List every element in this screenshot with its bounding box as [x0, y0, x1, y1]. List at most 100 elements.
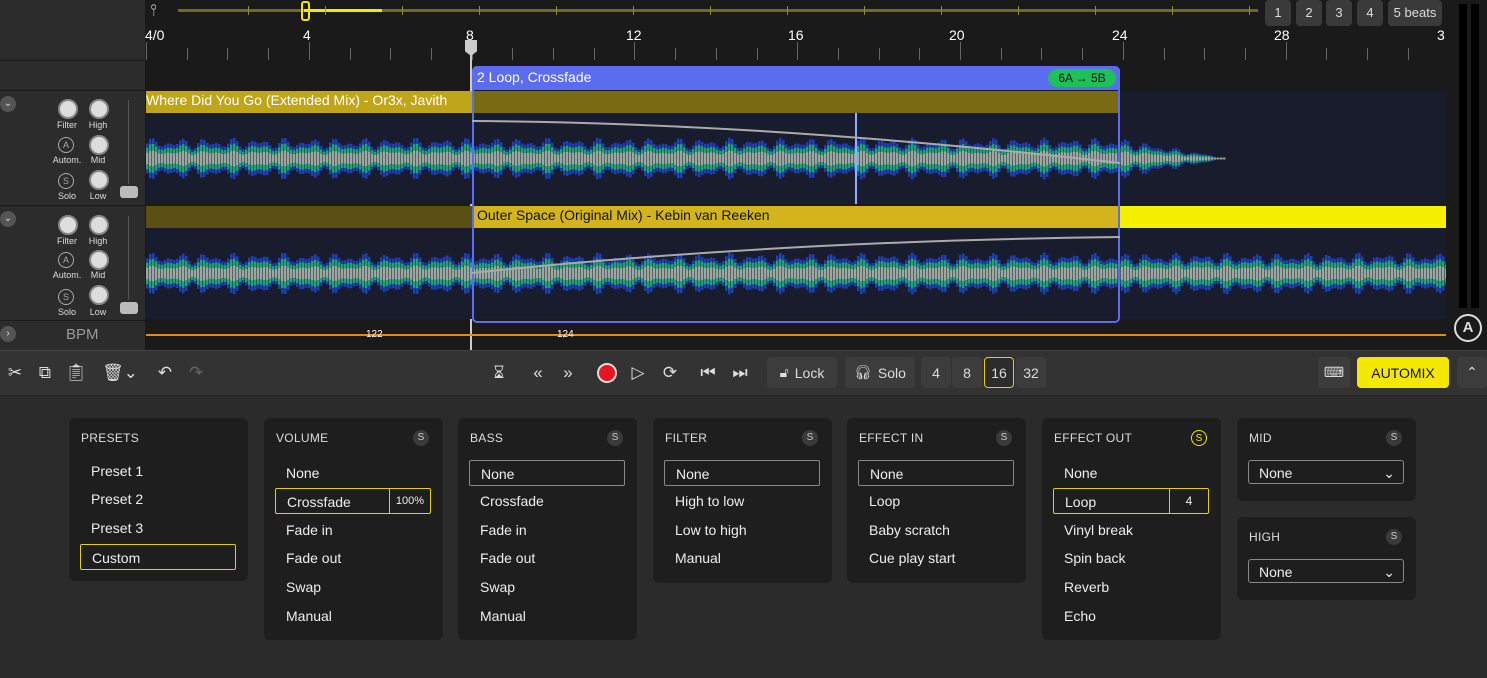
- solo-icon[interactable]: S: [58, 289, 74, 305]
- filter-knob[interactable]: [58, 99, 78, 119]
- solo-button[interactable]: 🎧︎ Solo: [845, 357, 915, 388]
- preset-item[interactable]: Preset 3: [91, 520, 144, 536]
- volume-option[interactable]: Fade out: [286, 550, 342, 566]
- waveform-bar: [353, 268, 356, 279]
- low-knob[interactable]: [89, 285, 109, 305]
- volume-option[interactable]: Manual: [286, 608, 332, 624]
- collapse-chevron-icon[interactable]: ⌄: [0, 211, 16, 227]
- copy-icon[interactable]: ⧉: [38, 362, 52, 382]
- waveform-bar: [785, 153, 788, 164]
- bass-option[interactable]: Manual: [480, 608, 526, 624]
- beat-size-button[interactable]: 2: [1296, 0, 1322, 26]
- volume-option-selected[interactable]: Crossfade 100%: [275, 488, 431, 514]
- volume-fader[interactable]: [120, 186, 138, 198]
- filter-option[interactable]: High to low: [675, 493, 745, 509]
- loop-icon[interactable]: ⟳: [662, 362, 678, 382]
- bass-solo-badge[interactable]: S: [607, 430, 623, 446]
- record-icon[interactable]: [592, 357, 622, 388]
- preset-item[interactable]: Preset 2: [91, 491, 144, 507]
- effect-out-option[interactable]: Vinyl break: [1064, 522, 1134, 538]
- overview-cursor[interactable]: [301, 1, 310, 21]
- effect-out-option[interactable]: None: [1064, 465, 1098, 481]
- filter-option-selected[interactable]: None: [664, 460, 820, 486]
- effect-out-option[interactable]: Echo: [1064, 608, 1096, 624]
- preset-item[interactable]: Custom: [80, 544, 236, 570]
- skip-forward-icon[interactable]: ⏭︎: [732, 362, 748, 382]
- bass-option[interactable]: Swap: [480, 579, 516, 595]
- fast-forward-icon[interactable]: »: [563, 362, 573, 382]
- automix-button[interactable]: AUTOMIX: [1357, 357, 1449, 388]
- length-button-4[interactable]: 4: [921, 357, 951, 388]
- filter-solo-badge[interactable]: S: [802, 430, 818, 446]
- effect-out-option-selected[interactable]: Loop 4: [1053, 488, 1209, 514]
- mid-select[interactable]: None ⌄: [1248, 460, 1404, 484]
- waveform-bar: [614, 152, 617, 165]
- volume-solo-badge[interactable]: S: [413, 430, 429, 446]
- scrubber-handle-icon[interactable]: ⫯: [150, 2, 157, 19]
- preset-item[interactable]: Preset 1: [91, 463, 144, 479]
- overview-bar[interactable]: [178, 9, 1258, 12]
- volume-option[interactable]: Fade in: [286, 522, 333, 538]
- collapse-chevron-icon[interactable]: ⌄: [0, 96, 16, 112]
- filter-option[interactable]: Low to high: [675, 522, 747, 538]
- solo-icon[interactable]: S: [58, 173, 74, 189]
- waveform-bar: [521, 152, 524, 165]
- volume-option[interactable]: Swap: [286, 579, 322, 595]
- effect-in-option[interactable]: Loop: [869, 493, 901, 509]
- effect-out-option[interactable]: Reverb: [1064, 579, 1110, 595]
- metronome-icon[interactable]: ⏳︎: [493, 362, 505, 382]
- high-knob[interactable]: [89, 99, 109, 119]
- cut-icon[interactable]: ✂: [7, 362, 23, 382]
- automation-marker[interactable]: [855, 113, 857, 204]
- mid-knob[interactable]: [89, 250, 109, 270]
- redo-icon[interactable]: ↷: [188, 362, 204, 382]
- effect-in-solo-badge[interactable]: S: [996, 430, 1012, 446]
- effect-in-option[interactable]: Baby scratch: [869, 522, 950, 538]
- length-button-32[interactable]: 32: [1016, 357, 1046, 388]
- expand-chevron-icon[interactable]: ›: [0, 326, 16, 342]
- waveform-bar: [950, 269, 953, 278]
- playhead-marker-icon[interactable]: [465, 40, 477, 56]
- paste-icon[interactable]: 📋︎: [65, 362, 87, 382]
- effect-out-option[interactable]: Spin back: [1064, 550, 1126, 566]
- undo-icon[interactable]: ↶: [157, 362, 173, 382]
- waveform-bar: [959, 151, 962, 166]
- filter-knob[interactable]: [58, 215, 78, 235]
- effect-in-option-selected[interactable]: None: [858, 460, 1014, 486]
- automation-icon[interactable]: A: [58, 137, 74, 153]
- beat-size-button[interactable]: 4: [1357, 0, 1383, 26]
- keyboard-icon[interactable]: ⌨: [1318, 357, 1350, 388]
- bass-option[interactable]: Crossfade: [480, 493, 544, 509]
- beat-size-button[interactable]: 5 beats: [1388, 0, 1442, 26]
- volume-option[interactable]: None: [286, 465, 320, 481]
- effect-out-solo-badge[interactable]: S: [1191, 430, 1207, 446]
- rewind-icon[interactable]: «: [533, 362, 543, 382]
- length-button-16[interactable]: 16: [984, 357, 1014, 388]
- waveform-bar: [782, 266, 785, 281]
- automation-icon[interactable]: A: [58, 252, 74, 268]
- ruler-tick: [1244, 48, 1246, 60]
- skip-back-icon[interactable]: ⏮︎: [700, 362, 716, 382]
- mid-solo-badge[interactable]: S: [1386, 430, 1402, 446]
- high-select[interactable]: None ⌄: [1248, 559, 1404, 583]
- high-knob[interactable]: [89, 215, 109, 235]
- high-solo-badge[interactable]: S: [1386, 529, 1402, 545]
- low-knob[interactable]: [89, 170, 109, 190]
- effect-in-option[interactable]: Cue play start: [869, 550, 956, 566]
- beat-size-button[interactable]: 1: [1265, 0, 1291, 26]
- beat-size-button[interactable]: 3: [1326, 0, 1352, 26]
- transition-header[interactable]: [472, 66, 1120, 90]
- collapse-up-icon[interactable]: ⌃: [1457, 357, 1487, 388]
- filter-option[interactable]: Manual: [675, 550, 721, 566]
- bass-option[interactable]: Fade out: [480, 550, 536, 566]
- volume-fader[interactable]: [120, 302, 138, 314]
- bass-option[interactable]: Fade in: [480, 522, 527, 538]
- loop-length-value[interactable]: 4: [1169, 489, 1208, 513]
- crossfade-amount[interactable]: 100%: [389, 489, 430, 513]
- length-button-8[interactable]: 8: [952, 357, 982, 388]
- lock-button[interactable]: 🔓︎ Lock: [767, 357, 837, 388]
- delete-icon[interactable]: 🗑︎⌄: [102, 362, 138, 382]
- mid-knob[interactable]: [89, 135, 109, 155]
- bass-option-selected[interactable]: None: [469, 460, 625, 486]
- play-icon[interactable]: ▷: [631, 362, 645, 382]
